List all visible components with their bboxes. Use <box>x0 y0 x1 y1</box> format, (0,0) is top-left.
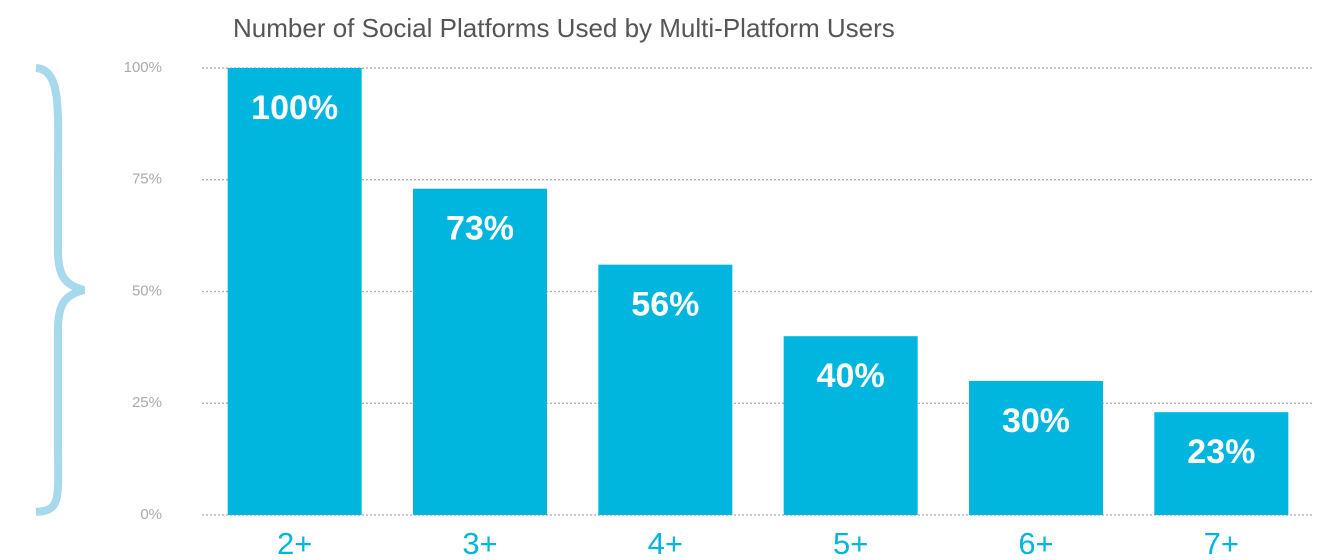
data-label: 73% <box>446 210 514 248</box>
brace <box>35 64 86 516</box>
chart-title: Number of Social Platforms Used by Multi… <box>233 13 895 43</box>
y-tick-label: 75% <box>132 171 162 188</box>
y-tick-label: 25% <box>132 394 162 411</box>
data-label: 40% <box>817 357 885 395</box>
bar <box>1154 412 1289 515</box>
data-label: 100% <box>251 89 338 127</box>
data-label: 56% <box>631 286 699 324</box>
x-tick-label: 2+ <box>277 526 312 560</box>
y-tick-label: 0% <box>140 506 162 523</box>
bar <box>598 264 733 515</box>
y-tick-label: 50% <box>132 282 162 299</box>
bar <box>227 68 362 515</box>
y-tick-label: 100% <box>124 59 162 76</box>
bar <box>413 188 547 515</box>
x-tick-label: 5+ <box>833 526 868 560</box>
x-tick-label: 3+ <box>462 526 497 560</box>
data-label: 30% <box>1002 402 1070 440</box>
bar <box>969 380 1103 515</box>
data-label: 23% <box>1187 433 1255 471</box>
x-tick-label: 4+ <box>648 526 683 560</box>
x-tick-label: 7+ <box>1204 526 1239 560</box>
bar <box>783 336 918 515</box>
x-tick-label: 6+ <box>1018 526 1053 560</box>
